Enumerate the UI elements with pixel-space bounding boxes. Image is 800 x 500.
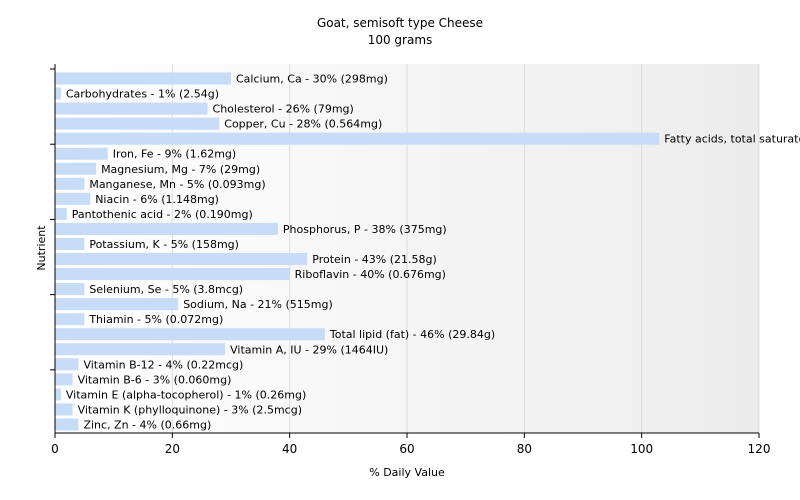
bar — [55, 147, 108, 160]
bar — [55, 358, 79, 371]
x-tick-label: 0 — [51, 442, 59, 456]
bar-label: Thiamin - 5% (0.072mg) — [88, 313, 223, 326]
bar-label: Total lipid (fat) - 46% (29.84g) — [329, 328, 495, 341]
chart-subtitle: 100 grams — [368, 33, 433, 47]
bars: Calcium, Ca - 30% (298mg) Carbohydrates -… — [55, 72, 800, 431]
bar — [55, 87, 61, 100]
y-axis-label: Nutrient — [35, 225, 48, 271]
bar — [55, 237, 85, 250]
chart-title: Goat, semisoft type Cheese — [317, 16, 483, 30]
bar-label: Potassium, K - 5% (158mg) — [89, 238, 239, 251]
bar — [55, 373, 73, 386]
bar — [55, 72, 231, 85]
bar-label: Magnesium, Mg - 7% (29mg) — [101, 163, 260, 176]
bar — [55, 268, 290, 281]
bar — [55, 298, 179, 311]
bar — [55, 132, 660, 145]
bar-label: Riboflavin - 40% (0.676mg) — [295, 268, 446, 281]
x-tick-label: 20 — [165, 442, 180, 456]
bar — [55, 207, 67, 220]
bar-label: Vitamin B-6 - 3% (0.060mg) — [78, 373, 232, 386]
bar — [55, 283, 85, 296]
bar-label: Vitamin B-12 - 4% (0.22mcg) — [83, 358, 243, 371]
bar — [55, 388, 61, 401]
x-tick-label: 120 — [748, 442, 771, 456]
x-tick-label: 60 — [399, 442, 414, 456]
bar-label: Vitamin A, IU - 29% (1464IU) — [230, 343, 388, 356]
bar — [55, 418, 79, 431]
bar-label: Manganese, Mn - 5% (0.093mg) — [89, 178, 265, 191]
bar-label: Cholesterol - 26% (79mg) — [213, 103, 354, 116]
bar-label: Fatty acids, total saturated - 103% (20.… — [664, 133, 800, 146]
x-axis-label: % Daily Value — [369, 466, 445, 479]
bar — [55, 403, 73, 416]
bar — [55, 222, 278, 235]
bar — [55, 117, 220, 130]
bar — [55, 253, 308, 266]
bar-label: Selenium, Se - 5% (3.8mcg) — [89, 283, 243, 296]
bar — [55, 192, 91, 205]
axes: 0 20 40 60 80 100 120 — [50, 64, 770, 456]
bar — [55, 162, 97, 175]
bar-label: Iron, Fe - 9% (1.62mg) — [113, 148, 236, 161]
bar — [55, 102, 208, 115]
bar-label: Carbohydrates - 1% (2.54g) — [66, 88, 219, 101]
bar — [55, 177, 85, 190]
x-tick-label: 40 — [282, 442, 297, 456]
x-tick-label: 100 — [630, 442, 653, 456]
bar — [55, 343, 226, 356]
bar-label: Calcium, Ca - 30% (298mg) — [236, 73, 388, 86]
bar-label: Zinc, Zn - 4% (0.66mg) — [83, 418, 211, 431]
bar-label: Vitamin E (alpha-tocopherol) - 1% (0.26m… — [66, 388, 306, 401]
bar — [55, 313, 85, 326]
x-tick-label: 80 — [517, 442, 532, 456]
bar — [55, 328, 325, 341]
bar-label: Copper, Cu - 28% (0.564mg) — [224, 118, 382, 131]
bar-label: Phosphorus, P - 38% (375mg) — [283, 223, 447, 236]
bar-label: Vitamin K (phylloquinone) - 3% (2.5mcg) — [78, 403, 302, 416]
bar-label: Sodium, Na - 21% (515mg) — [183, 298, 333, 311]
bar-label: Pantothenic acid - 2% (0.190mg) — [72, 208, 253, 221]
bar-label: Niacin - 6% (1.148mg) — [95, 193, 219, 206]
bar-label: Protein - 43% (21.58g) — [312, 253, 437, 266]
